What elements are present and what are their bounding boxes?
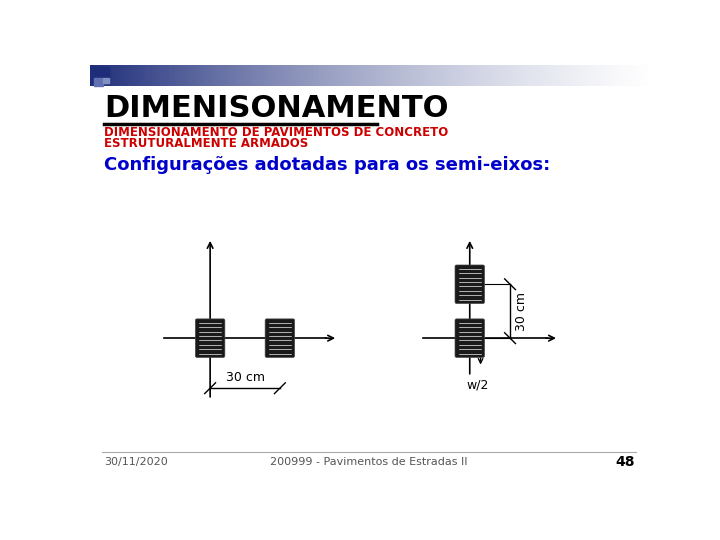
FancyBboxPatch shape (195, 319, 225, 357)
Bar (94, 78, 103, 85)
Text: ESTRUTURALMENTE ARMADOS: ESTRUTURALMENTE ARMADOS (104, 137, 308, 150)
Text: w/2: w/2 (467, 378, 489, 391)
Text: 48: 48 (616, 455, 635, 469)
FancyBboxPatch shape (455, 265, 485, 303)
Text: 200999 - Pavimentos de Estradas II: 200999 - Pavimentos de Estradas II (270, 457, 468, 467)
Text: 30/11/2020: 30/11/2020 (104, 457, 168, 467)
Text: DIMENISONAMENTO: DIMENISONAMENTO (104, 94, 449, 123)
Text: 30 cm: 30 cm (225, 372, 264, 384)
FancyBboxPatch shape (265, 319, 294, 357)
Bar (94, 67, 109, 78)
Text: 30 cm: 30 cm (516, 292, 528, 330)
Text: Configurações adotadas para os semi-eixos:: Configurações adotadas para os semi-eixo… (104, 156, 550, 174)
Text: DIMENSIONAMENTO DE PAVIMENTOS DE CONCRETO: DIMENSIONAMENTO DE PAVIMENTOS DE CONCRET… (104, 126, 448, 139)
Bar (103, 78, 109, 83)
FancyBboxPatch shape (455, 319, 485, 357)
